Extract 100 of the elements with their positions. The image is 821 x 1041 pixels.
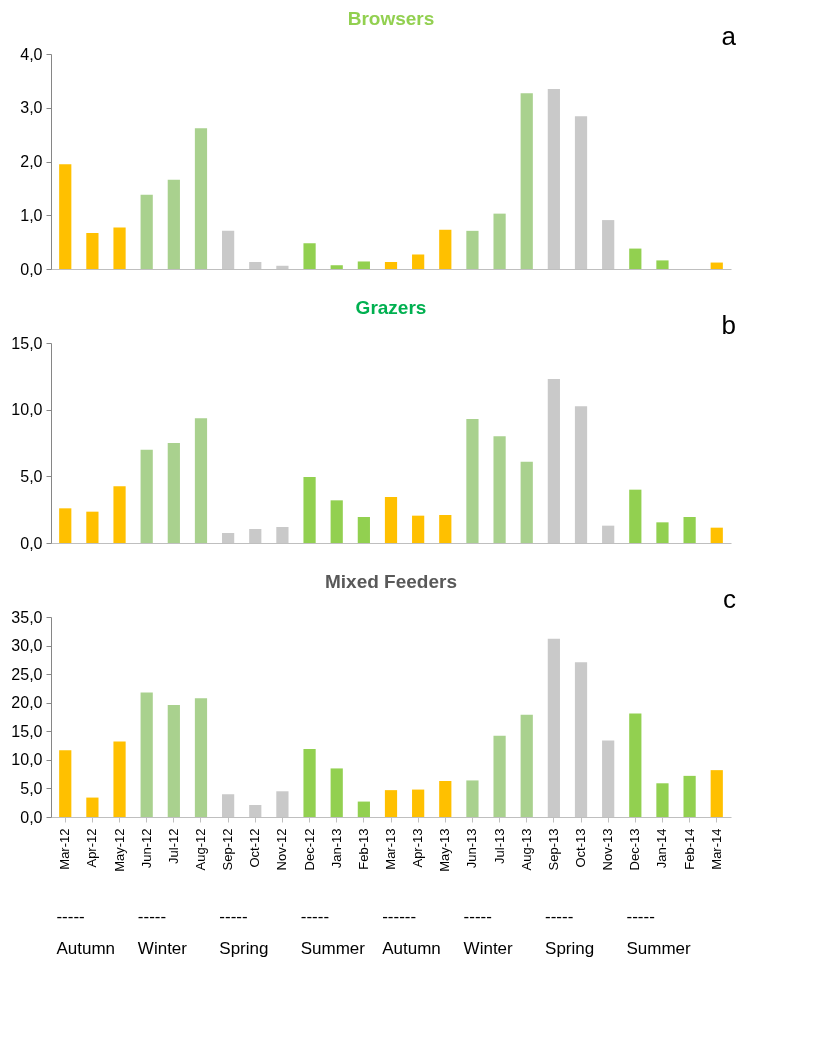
x-tick-label: Nov-12 bbox=[274, 828, 290, 871]
x-tick-label: Nov-13 bbox=[600, 828, 616, 871]
x-tick-label: Jul-12 bbox=[165, 828, 181, 864]
bar bbox=[140, 692, 153, 817]
bar bbox=[113, 486, 126, 543]
bar bbox=[439, 229, 452, 269]
text: ----- bbox=[545, 907, 574, 926]
bar bbox=[86, 232, 99, 269]
bar bbox=[59, 750, 72, 817]
bar bbox=[140, 194, 153, 269]
bar bbox=[466, 419, 479, 543]
y-tick-label: 10,0 bbox=[11, 401, 43, 419]
text: b bbox=[721, 310, 736, 340]
x-tick-label: Feb-14 bbox=[681, 828, 697, 870]
bar bbox=[194, 698, 208, 817]
bar bbox=[683, 775, 696, 817]
bar bbox=[493, 735, 506, 817]
bar bbox=[303, 243, 316, 269]
x-tick-label: Jun-12 bbox=[138, 828, 154, 869]
bar bbox=[656, 522, 669, 543]
text: ----- bbox=[626, 907, 655, 926]
bar bbox=[520, 461, 533, 543]
bar bbox=[167, 705, 180, 817]
bar bbox=[466, 780, 479, 817]
bar bbox=[710, 527, 723, 543]
y-tick-label: 2,0 bbox=[20, 153, 43, 170]
bar bbox=[194, 418, 208, 543]
y-tick-label: 0,0 bbox=[20, 808, 43, 826]
y-tick-label: 15,0 bbox=[11, 722, 43, 740]
x-tick-label: Dec-12 bbox=[301, 828, 317, 871]
bar bbox=[194, 128, 208, 269]
x-tick-label: Oct-12 bbox=[247, 828, 263, 868]
bar bbox=[167, 443, 180, 543]
bar bbox=[412, 515, 425, 543]
x-tick-label: Aug-12 bbox=[192, 828, 208, 871]
x-tick-label: Mar-12 bbox=[57, 828, 73, 870]
text: Winter bbox=[137, 939, 188, 958]
x-tick-label: Dec-13 bbox=[627, 828, 643, 871]
text: ----- bbox=[56, 907, 85, 926]
x-tick-label: Apr-13 bbox=[410, 828, 426, 868]
bar bbox=[493, 436, 506, 543]
y-tick-label: 20,0 bbox=[11, 694, 43, 712]
bar bbox=[629, 489, 642, 543]
bar bbox=[710, 770, 723, 817]
text: Autumn bbox=[56, 939, 116, 958]
bar bbox=[439, 781, 452, 817]
bar bbox=[629, 248, 642, 269]
bar bbox=[412, 254, 425, 269]
bar bbox=[629, 713, 642, 817]
bar bbox=[167, 179, 180, 269]
bar bbox=[59, 508, 72, 543]
x-tick-label: Apr-12 bbox=[84, 828, 100, 868]
y-tick-label: 1,0 bbox=[20, 206, 43, 224]
bar bbox=[520, 93, 533, 269]
text: Spring bbox=[219, 939, 269, 958]
bar bbox=[330, 265, 343, 269]
text: ----- bbox=[219, 907, 248, 926]
bar bbox=[113, 227, 126, 269]
bar bbox=[357, 801, 370, 817]
bar bbox=[303, 477, 316, 543]
chart-title: Grazers bbox=[355, 297, 427, 318]
x-tick-label: Sep-13 bbox=[545, 828, 561, 871]
y-tick-label: 30,0 bbox=[11, 637, 43, 655]
text: ----- bbox=[300, 907, 330, 926]
y-tick-label: 15,0 bbox=[11, 334, 43, 352]
y-tick-label: 0,0 bbox=[20, 534, 43, 552]
bar bbox=[86, 511, 99, 543]
text: ------ bbox=[382, 907, 417, 926]
chart-title: Mixed Feeders bbox=[325, 571, 457, 592]
x-tick-label: Mar-13 bbox=[383, 828, 398, 870]
bar bbox=[412, 789, 425, 817]
bar bbox=[710, 262, 723, 269]
bar bbox=[493, 213, 506, 269]
bar bbox=[113, 741, 126, 817]
y-tick-label: 10,0 bbox=[11, 751, 43, 769]
text: c bbox=[723, 584, 736, 614]
bar bbox=[683, 517, 696, 543]
x-tick-label: Jul-13 bbox=[491, 828, 507, 864]
bar bbox=[384, 790, 398, 817]
y-tick-label: 35,0 bbox=[11, 608, 43, 626]
x-tick-label: Jan-14 bbox=[654, 828, 670, 869]
bar bbox=[330, 768, 343, 817]
bar bbox=[656, 783, 669, 817]
bar bbox=[59, 164, 72, 269]
bar bbox=[384, 262, 398, 269]
text: ----- bbox=[137, 907, 167, 926]
bar bbox=[466, 230, 479, 269]
bar bbox=[330, 500, 343, 543]
bar bbox=[384, 497, 398, 543]
x-tick-label: Aug-13 bbox=[518, 828, 534, 871]
bar bbox=[357, 517, 370, 543]
bar bbox=[439, 515, 452, 543]
x-tick-label: Jan-13 bbox=[328, 828, 344, 869]
text: Spring bbox=[545, 939, 595, 958]
y-tick-label: 0,0 bbox=[20, 260, 43, 278]
bar bbox=[520, 714, 533, 817]
bar bbox=[656, 260, 669, 269]
text: ----- bbox=[463, 907, 492, 926]
x-tick-label: Mar-14 bbox=[708, 828, 724, 870]
text: Summer bbox=[300, 939, 366, 958]
